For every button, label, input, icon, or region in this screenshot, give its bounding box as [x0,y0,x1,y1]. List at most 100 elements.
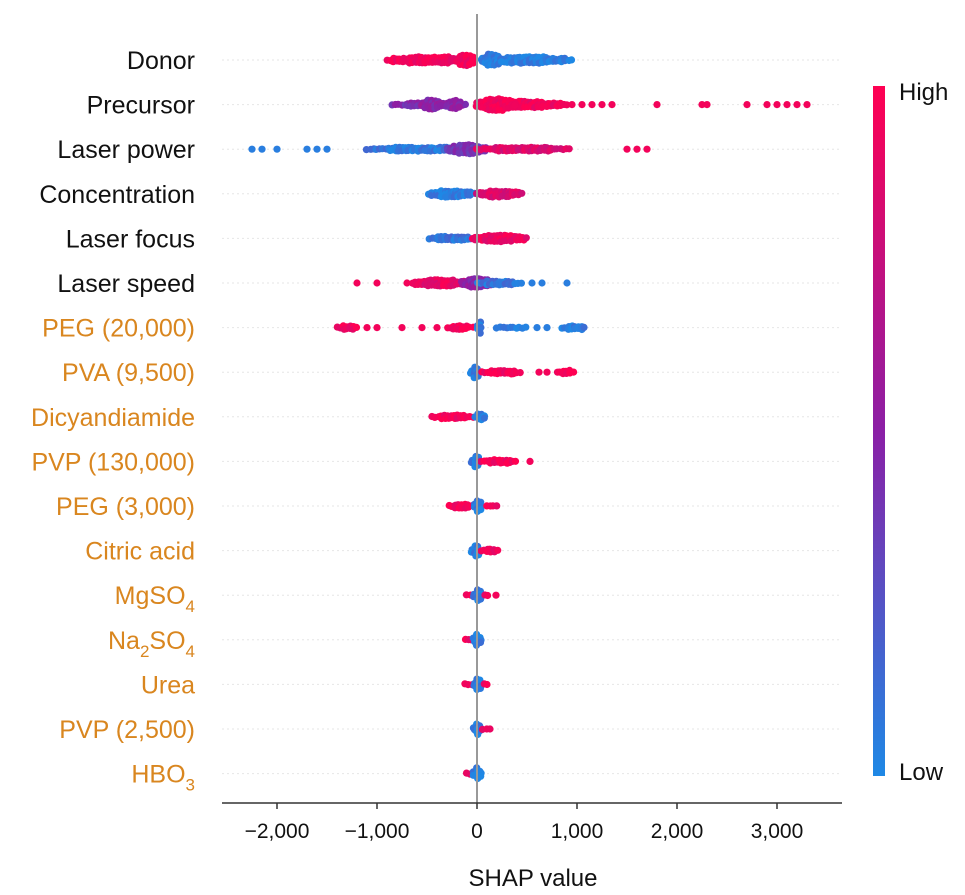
shap-point [363,324,371,332]
feature-row-points [462,586,500,605]
shap-point [570,368,578,376]
shap-point [273,145,281,153]
shap-point [703,101,711,109]
shap-point [511,457,520,465]
shap-point [398,324,406,332]
shap-point [352,323,361,331]
shap-point [469,59,477,67]
feature-label: Concentration [39,181,195,209]
feature-row-points [445,497,501,515]
shap-point [653,101,661,109]
x-tick-label: 0 [471,820,483,843]
shap-point [516,369,524,377]
shap-point [477,506,485,514]
shap-point [608,101,616,109]
shap-point [248,145,256,153]
colorbar-high-label: High [899,79,948,106]
x-tick-label: −1,000 [345,820,410,843]
shap-point [580,323,588,331]
shap-point [543,324,551,332]
shap-point [437,102,445,110]
feature-row-points [425,187,526,201]
shap-point [533,324,541,332]
x-tick-label: 3,000 [751,820,804,843]
feature-label: Urea [141,671,195,699]
feature-label: Laser focus [66,225,195,253]
shap-point [563,101,571,109]
feature-row-points [383,50,576,70]
x-axis-title: SHAP value [469,865,598,892]
shap-point [522,234,530,242]
shap-point [323,145,331,153]
shap-point [538,279,546,287]
shap-point [373,324,381,332]
shap-point [763,101,771,109]
shap-point [480,414,488,422]
feature-label: PVA (9,500) [62,359,195,387]
shap-point [433,324,441,332]
shap-point [598,101,606,109]
feature-row-points [248,141,651,158]
shap-point [476,329,484,337]
shap-point [643,145,651,153]
shap-point [476,638,485,647]
x-tick-label: −2,000 [245,820,310,843]
shap-point [303,145,311,153]
feature-label: PVP (2,500) [59,716,195,744]
shap-point [517,279,526,287]
shap-point [633,145,641,153]
shap-point [623,145,631,153]
feature-row-points [353,275,571,291]
shap-point [455,103,463,111]
feature-row-points [467,363,578,382]
shap-point [511,101,519,110]
feature-label: Donor [127,47,195,75]
shap-point [477,772,485,780]
feature-label: Laser speed [57,270,195,298]
shap-point [568,101,576,109]
shap-point [494,546,502,554]
feature-row-points [461,675,491,694]
shap-point [522,323,530,331]
feature-row-points [333,318,588,337]
feature-label: Dicyandiamide [31,404,195,432]
shap-point [588,101,596,109]
feature-row-points [462,764,485,783]
shap-point [403,279,411,287]
shap-point [353,279,361,287]
shap-point [543,368,551,376]
feature-row-points [388,95,811,114]
feature-label: Citric acid [85,538,195,566]
feature-row-points [467,542,502,560]
shap-point [535,368,543,376]
feature-label: Na2SO4 [108,627,195,661]
feature-labels: Donor Precursor Laser power Concentration La… [31,47,195,795]
shap-point [773,101,781,109]
shap-point [486,725,494,733]
shap-point [518,189,526,197]
row-gridlines [222,59,842,775]
shap-point [528,279,536,287]
shap-point [497,58,505,66]
shap-point [483,680,491,689]
feature-row-points [425,231,530,246]
shap-point [526,457,534,465]
x-tick-label: 1,000 [551,820,604,843]
shap-point [373,279,381,287]
feature-label: PVP (130,000) [31,448,195,476]
feature-label: MgSO4 [115,582,195,616]
feature-label: PEG (20,000) [42,315,195,343]
shap-point [793,101,801,109]
shap-point [563,279,571,287]
shap-point [484,591,492,600]
x-axis: −2,000 −1,000 0 1,000 2,000 3,000 [222,802,842,843]
feature-label: Laser power [57,136,195,164]
feature-label: PEG (3,000) [56,493,195,521]
shap-point [743,101,751,109]
colorbar-low-label: Low [899,759,944,786]
feature-row-points [428,410,489,424]
shap-point [698,101,706,109]
feature-label: HBO3 [131,761,195,795]
colorbar-gradient [873,86,885,776]
